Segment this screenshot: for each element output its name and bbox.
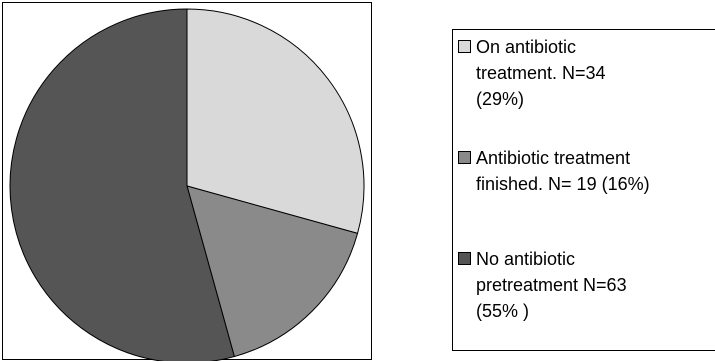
legend-entry-treatment-finished: Antibiotic treatment finished. N= 19 (16%… (458, 145, 715, 199)
legend-swatch-treatment-finished (458, 151, 471, 164)
legend-swatch-on-treatment (458, 40, 471, 53)
legend-entry-no-pretreatment: No antibiotic pretreatment N=63 (55% ) (458, 246, 715, 326)
legend-entry-on-treatment: On antibiotic treatment. N=34 (29%) (458, 34, 715, 114)
pie-slice-no-pretreatment (9, 8, 235, 361)
legend-label-no-pretreatment: No antibiotic pretreatment N=63 (55% ) (476, 249, 627, 321)
pie-slice-treatment-finished (186, 185, 359, 358)
pie-chart-frame (2, 2, 372, 361)
legend: On antibiotic treatment. N=34 (29%) Antibi… (452, 29, 715, 351)
legend-swatch-no-pretreatment (458, 252, 471, 265)
legend-label-treatment-finished: Antibiotic treatment finished. N= 19 (16%… (476, 148, 650, 194)
legend-label-on-treatment: On antibiotic treatment. N=34 (29%) (476, 37, 606, 109)
pie-chart (9, 8, 365, 361)
pie-slice-on-treatment (186, 8, 365, 234)
